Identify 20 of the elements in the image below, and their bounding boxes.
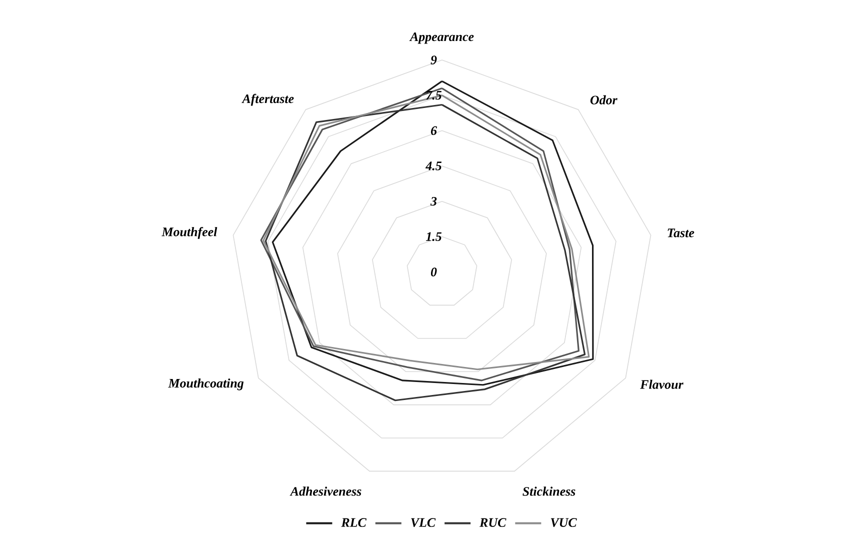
spoke-label: Mouthfeel	[162, 227, 218, 239]
spoke-label: Flavour	[640, 380, 684, 389]
spoke-label: Mouthcoating	[168, 378, 244, 390]
spoke-label: Taste	[668, 228, 694, 238]
y-tick-label: 1.5	[426, 232, 442, 242]
spoke-label: Odor	[590, 95, 618, 104]
spoke-label: Appearance	[409, 32, 474, 44]
y-tick-label: 0	[430, 268, 437, 276]
y-tick-label: 3	[430, 196, 437, 206]
y-tick-label: 7.5	[426, 90, 442, 100]
legend-label: RLC	[341, 518, 367, 527]
legend-label: VUC	[550, 518, 577, 527]
y-tick-label: 6	[430, 126, 438, 136]
spoke-label: Aftertaste	[242, 94, 294, 106]
legend-label: VLC	[411, 518, 436, 527]
legend-label: RUC	[480, 518, 506, 527]
spoke-label: Adhesiveness	[290, 486, 362, 496]
spoke-label: Stickiness	[522, 486, 576, 496]
y-tick-label: 9	[430, 56, 437, 64]
y-tick-label: 4.5	[425, 162, 442, 170]
